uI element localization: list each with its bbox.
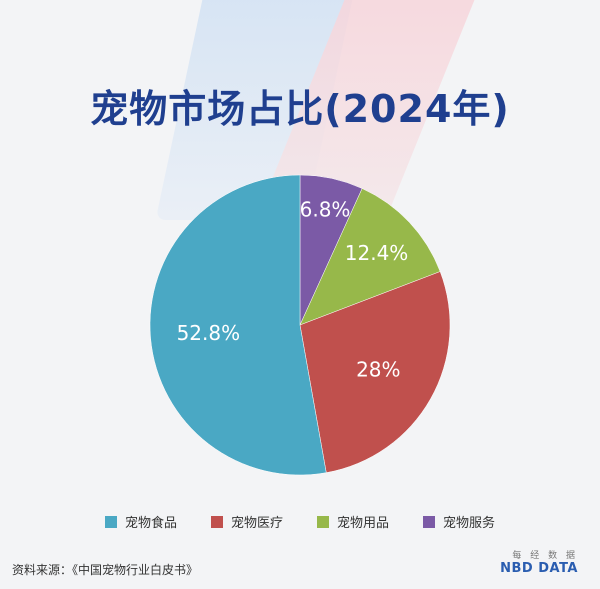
legend-label: 宠物医疗 — [230, 516, 283, 531]
legend-item-supplies: 宠物用品 — [317, 512, 389, 531]
legend-swatch — [317, 515, 329, 528]
pie-slice-label-1: 12.4% — [345, 241, 409, 265]
legend-swatch — [423, 515, 436, 528]
pie-slice-2 — [299, 271, 451, 473]
legend-item-medical: 宠物医疗 — [210, 512, 283, 531]
legend-item-food: 宠物食品 — [104, 512, 177, 531]
nbd-data-logo: 每 经 数 据 NBD DATA — [500, 548, 578, 576]
legend-swatch — [210, 515, 223, 528]
pie-slice-label-0: 6.8% — [300, 198, 351, 222]
pie-slice-label-2: 28% — [356, 357, 400, 381]
legend-label: 宠物服务 — [443, 516, 496, 531]
legend-label: 宠物用品 — [337, 516, 390, 531]
legend-label: 宠物食品 — [124, 516, 177, 531]
logo-top-text: 每 经 数 据 — [512, 551, 578, 561]
legend-swatch — [104, 515, 117, 528]
logo-main-text: NBD DATA — [500, 561, 578, 576]
chart-legend: 宠物食品 宠物医疗 宠物用品 宠物服务 — [0, 512, 600, 531]
legend-item-services: 宠物服务 — [423, 512, 495, 531]
pie-slice-1 — [299, 188, 441, 326]
chart-title: 宠物市场占比(2024年) — [90, 87, 510, 131]
pie-slice-label-3: 52.8% — [177, 321, 241, 345]
pie-slice-3 — [149, 174, 327, 476]
source-note: 资料来源：《中国宠物行业白皮书》 — [12, 563, 199, 577]
